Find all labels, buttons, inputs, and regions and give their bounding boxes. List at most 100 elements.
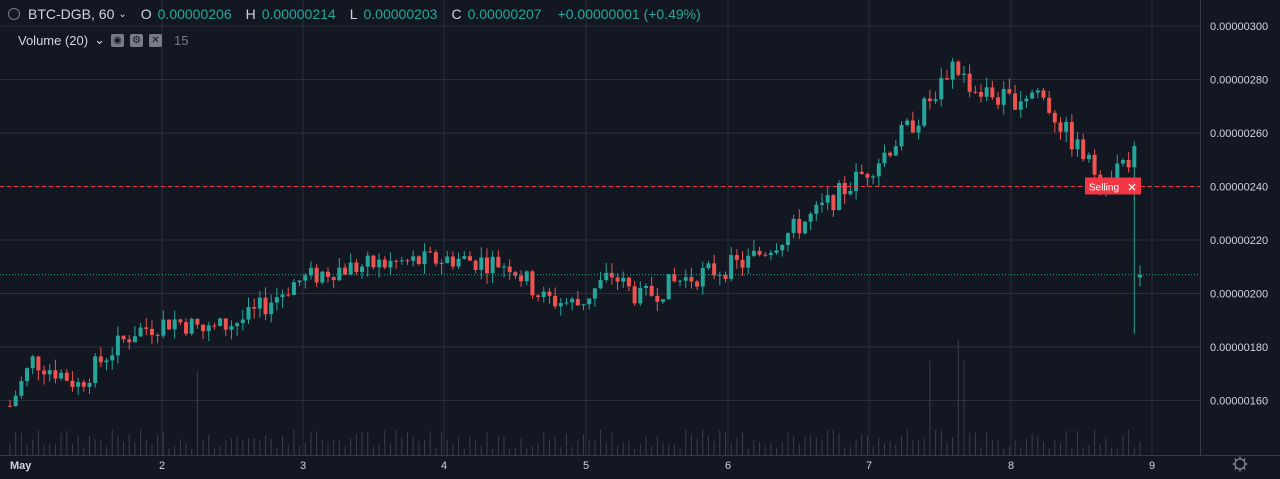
price-tick-label: 0.00000280	[1210, 75, 1268, 87]
price-tick-label: 0.00000200	[1210, 289, 1268, 301]
time-tick-label: 6	[725, 460, 731, 472]
price-tick-label: 0.00000260	[1210, 128, 1268, 140]
candle-body	[502, 266, 507, 268]
candle-body	[882, 152, 887, 164]
candle-body	[42, 370, 47, 375]
price-tick-label: 0.00000160	[1210, 396, 1268, 408]
candle-body	[973, 91, 978, 93]
candle-body	[768, 252, 773, 256]
candle-body	[927, 98, 932, 102]
symbol-name[interactable]: BTC-DGB, 60	[28, 6, 115, 22]
close-icon[interactable]	[1123, 177, 1141, 195]
candle-body	[1041, 90, 1046, 98]
candle-body	[297, 280, 302, 283]
candle-body	[155, 334, 160, 336]
candle-body	[360, 266, 365, 273]
candle-body	[802, 221, 807, 234]
candle-body	[1047, 97, 1052, 113]
candle-body	[166, 319, 171, 330]
volume-label[interactable]: Volume (20)	[18, 32, 89, 48]
candle-body	[632, 286, 637, 304]
candle-body	[121, 335, 126, 340]
candle-body	[683, 277, 688, 281]
candle-body	[780, 245, 785, 251]
candle-body	[206, 325, 211, 332]
low-value: 0.00000203	[363, 6, 438, 22]
candle-body	[638, 287, 643, 304]
candle-body	[104, 360, 109, 363]
gear-icon[interactable]	[1232, 456, 1248, 472]
candle-body	[672, 274, 677, 282]
candle-body	[1064, 121, 1069, 132]
chevron-down-icon[interactable]: ⌄	[94, 32, 105, 47]
eye-icon[interactable]: ◉	[111, 33, 124, 47]
candle-body	[189, 318, 194, 334]
candle-body	[575, 298, 580, 306]
candle-body	[587, 298, 592, 305]
change-value: +0.00000001 (+0.49%)	[557, 6, 701, 22]
candle-body	[791, 218, 796, 234]
time-tick-label: 3	[300, 460, 306, 472]
candle-body	[252, 306, 257, 309]
candle-body	[59, 372, 64, 379]
candle-body	[1075, 139, 1080, 150]
candle-body	[757, 250, 762, 255]
candle-body	[246, 306, 251, 320]
candle-body	[626, 277, 631, 287]
candle-body	[8, 405, 12, 407]
candle-body	[547, 291, 552, 296]
candle-body	[30, 356, 35, 369]
candle-body	[979, 92, 984, 97]
candle-body	[337, 267, 342, 281]
candle-body	[808, 213, 813, 222]
chevron-down-icon[interactable]: ⌄	[118, 8, 127, 20]
time-axis: May 2 3 4 5 6 7 8 9	[0, 455, 1280, 472]
candle-body	[524, 271, 529, 282]
candle-body	[70, 380, 75, 387]
candle-body	[240, 319, 245, 324]
candle-body	[678, 280, 683, 282]
candle-body	[604, 272, 609, 281]
candle-body	[1126, 159, 1131, 168]
candle-body	[609, 272, 614, 278]
gear-icon[interactable]: ⚙	[130, 33, 143, 47]
candle-body	[399, 260, 404, 262]
close-icon[interactable]: ✕	[149, 33, 162, 47]
candle-body	[774, 250, 779, 253]
candle-body	[343, 267, 348, 275]
candle-body	[53, 370, 58, 379]
candle-body	[536, 295, 541, 297]
candle-body	[235, 323, 240, 327]
candle-body	[837, 182, 842, 211]
candle-body	[507, 266, 512, 273]
candle-body	[581, 304, 586, 306]
high-value: 0.00000214	[261, 6, 336, 22]
candle-body	[348, 262, 353, 275]
candle-body	[394, 260, 399, 262]
candle-body	[263, 297, 268, 315]
candle-body	[405, 260, 410, 262]
candle-body	[218, 318, 223, 326]
candle-body	[115, 335, 120, 356]
candle-body	[1007, 89, 1012, 94]
candle-body	[195, 318, 200, 325]
candle-body	[1030, 92, 1035, 99]
candle-body	[689, 277, 694, 282]
candle-body	[496, 256, 501, 268]
candle-body	[553, 295, 558, 307]
candle-body	[308, 267, 313, 276]
candle-body	[416, 256, 421, 265]
close-icon-glyph: ✕	[1127, 181, 1137, 195]
candle-body	[144, 327, 149, 329]
candle-body	[564, 302, 569, 304]
candle-body	[467, 256, 472, 261]
candle-body	[751, 250, 756, 256]
candle-body	[445, 256, 450, 263]
candle-body	[643, 285, 648, 288]
close-label: C	[451, 6, 462, 22]
order-label-box	[1085, 177, 1123, 195]
candle-body	[428, 251, 433, 253]
candle-body	[110, 355, 115, 361]
candle-body	[1120, 159, 1125, 164]
